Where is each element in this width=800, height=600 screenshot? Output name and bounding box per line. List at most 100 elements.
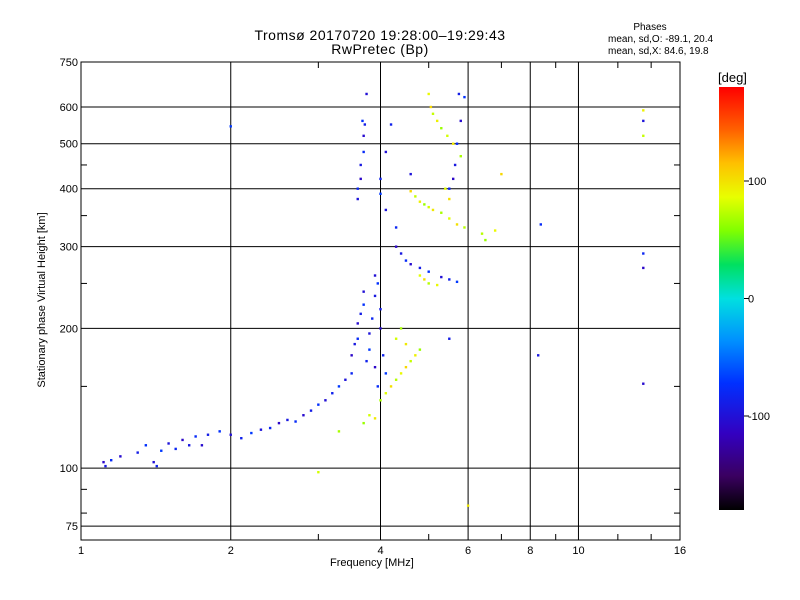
x-mode-point [394, 378, 398, 381]
x-mode-point [642, 134, 645, 138]
o-mode-point [379, 177, 382, 181]
o-mode-point [250, 431, 253, 435]
o-mode-point [409, 172, 412, 176]
o-mode-point [136, 451, 139, 454]
o-mode-point [206, 433, 210, 436]
o-mode-point [384, 372, 388, 375]
x-mode-point [448, 197, 451, 201]
o-mode-point [457, 92, 461, 96]
y-tick-label: 400 [60, 184, 78, 196]
o-mode-point [642, 382, 645, 385]
o-mode-point [373, 274, 377, 277]
o-mode-point [361, 119, 364, 123]
o-mode-point [373, 294, 377, 298]
plot-frame [80, 61, 681, 541]
o-mode-point [362, 134, 365, 138]
o-mode-point [362, 303, 365, 306]
x-mode-point [399, 372, 403, 375]
o-mode-point [144, 444, 148, 447]
o-mode-point [167, 442, 170, 445]
o-mode-point [409, 263, 412, 266]
o-mode-point [455, 280, 459, 284]
x-mode-point [451, 142, 455, 145]
o-mode-point [240, 436, 243, 440]
o-mode-point [294, 420, 297, 423]
o-mode-point [187, 444, 191, 447]
o-mode-point [376, 385, 379, 388]
o-mode-point [537, 354, 540, 357]
x-mode-point [423, 203, 426, 206]
x-axis-label: Frequency [MHz] [330, 557, 414, 569]
o-mode-point [362, 290, 365, 293]
x-mode-point [423, 278, 426, 281]
x-mode-point [463, 226, 466, 229]
x-mode-point [459, 154, 462, 158]
o-mode-point [399, 252, 403, 255]
x-tick-label: 1 [78, 545, 84, 557]
x-mode-point [431, 208, 435, 212]
o-mode-point [119, 455, 122, 458]
x-mode-point [404, 342, 408, 346]
o-mode-point [302, 414, 305, 417]
x-mode-point [435, 119, 439, 123]
o-mode-point [104, 464, 107, 468]
o-mode-point [181, 438, 184, 442]
o-mode-point [259, 428, 263, 431]
o-mode-point [200, 444, 204, 447]
o-mode-point [379, 327, 382, 330]
o-mode-point [418, 266, 422, 270]
o-mode-point [277, 421, 281, 425]
x-mode-point [429, 105, 433, 109]
o-mode-point [350, 372, 353, 375]
o-mode-point [359, 177, 362, 181]
x-mode-point [427, 92, 430, 96]
x-mode-point [440, 127, 443, 130]
o-mode-point [344, 378, 347, 381]
x-mode-point [435, 283, 439, 287]
o-mode-point [174, 447, 177, 451]
chart-title: Tromsø 20170720 19:28:00–19:29:43 [254, 27, 506, 43]
x-mode-point [480, 232, 484, 235]
x-mode-point [427, 205, 430, 209]
x-tick-label: 4 [377, 545, 383, 557]
o-mode-point [642, 252, 645, 255]
o-mode-point [363, 123, 367, 126]
x-mode-point [362, 421, 365, 425]
x-mode-point [418, 274, 422, 277]
o-mode-point [365, 92, 368, 96]
o-mode-point [440, 275, 443, 279]
o-mode-point [453, 163, 457, 167]
x-mode-point [446, 134, 449, 138]
o-mode-point [359, 312, 362, 316]
tick-labels: 1 2 4 6 8 10 16 75 100 200 300 400 500 600 750 [60, 57, 686, 557]
o-mode-point [389, 123, 393, 126]
chart-subtitle: RwPretec (Bp) [331, 41, 429, 57]
x-mode-point [444, 187, 447, 190]
o-mode-point [109, 459, 113, 462]
x-mode-point [389, 385, 393, 388]
x-mode-point [414, 195, 417, 198]
x-tick-label: 10 [572, 545, 584, 557]
o-mode-point [356, 187, 359, 190]
o-mode-point [359, 163, 362, 167]
o-mode-point [160, 449, 163, 452]
x-tick-label: 16 [674, 545, 686, 557]
y-tick-label: 300 [60, 242, 78, 254]
o-mode-point [356, 197, 359, 201]
colorbar-label: [deg] [718, 70, 747, 85]
o-mode-point [368, 348, 371, 351]
phase-stats-o: mean, sd,O: -89.1, 20.4 [608, 34, 714, 45]
o-mode-point [368, 332, 371, 335]
y-tick-label: 75 [66, 521, 78, 533]
colorbar [719, 87, 744, 510]
x-mode-point [317, 470, 320, 474]
o-mode-point [371, 317, 374, 320]
x-mode-point [642, 109, 645, 112]
o-mode-point [365, 359, 368, 363]
o-mode-point [362, 150, 365, 154]
o-mode-point [376, 282, 379, 285]
o-mode-point [286, 418, 289, 422]
x-mode-point [431, 112, 435, 116]
o-mode-point [229, 433, 232, 436]
